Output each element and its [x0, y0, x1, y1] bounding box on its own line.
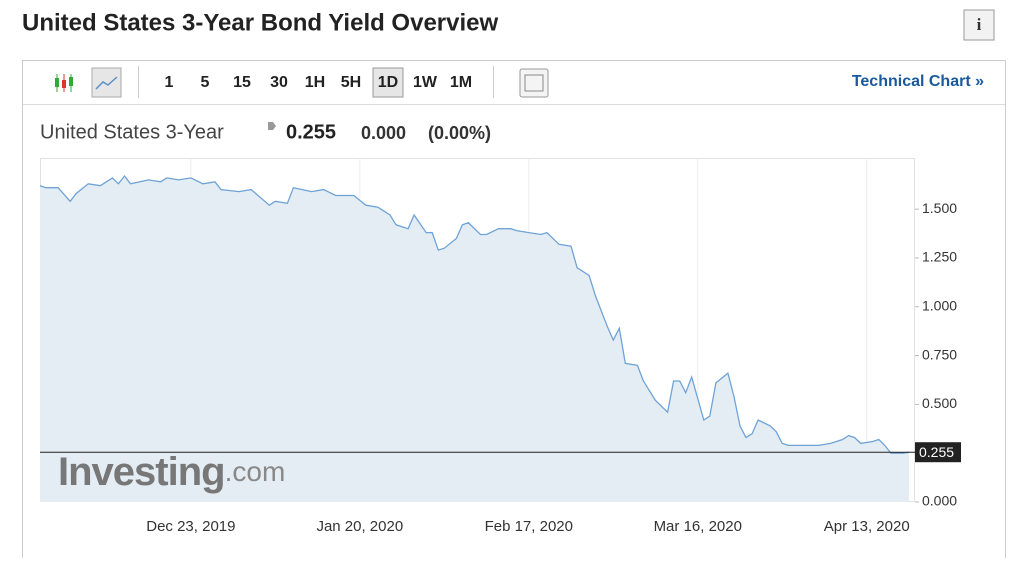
interval-button[interactable]: 5 — [201, 74, 210, 91]
watermark-brand: Investing — [58, 450, 225, 494]
x-tick-label: Dec 23, 2019 — [146, 518, 235, 535]
y-tick-label: 1.250 — [922, 249, 957, 265]
instrument-name: United States 3-Year — [40, 121, 224, 143]
current-value-box — [915, 442, 961, 463]
interval-button[interactable]: 30 — [270, 74, 288, 91]
y-tick-label: 1.000 — [922, 297, 957, 313]
technical-chart-link[interactable]: Technical Chart » — [852, 73, 984, 90]
y-tick-label: 1.500 — [922, 200, 957, 216]
interval-button[interactable]: 1W — [413, 74, 438, 91]
interval-button[interactable]: 1D — [378, 74, 398, 91]
info-button[interactable] — [963, 9, 995, 41]
watermark: Investing.com — [58, 450, 285, 494]
interval-button[interactable]: 15 — [233, 74, 251, 91]
quote-change-pct: (0.00%) — [428, 123, 491, 143]
quote-price: 0.255 — [286, 121, 336, 143]
x-tick-label: Apr 13, 2020 — [824, 518, 910, 535]
x-tick-label: Feb 17, 2020 — [485, 518, 573, 535]
y-tick-label: 0.500 — [922, 395, 957, 411]
interval-button[interactable]: 1 — [165, 74, 174, 91]
current-value-label: 0.255 — [919, 444, 954, 460]
interval-button[interactable]: 5H — [341, 74, 361, 91]
interval-group: 1 5 15 30 1H 5H 1D 1W 1M — [165, 67, 472, 98]
interval-button[interactable]: 1H — [305, 74, 325, 91]
line-icon — [95, 76, 118, 90]
y-tick-label: 0.750 — [922, 346, 957, 362]
quote-change: 0.000 — [361, 123, 406, 143]
line-button[interactable] — [91, 67, 122, 98]
page-title: United States 3-Year Bond Yield Overview — [22, 9, 499, 36]
area-fill — [40, 176, 909, 502]
plot: Dec 23, 2019 Jan 20, 2020 Feb 17, 2020 Mar … — [39, 158, 961, 535]
x-tick-label: Mar 16, 2020 — [654, 518, 742, 535]
candle-button[interactable] — [55, 74, 73, 92]
y-tick-label: 0.000 — [922, 493, 957, 509]
price-line — [39, 174, 910, 454]
arrow-icon — [268, 122, 276, 130]
layout-icon — [524, 74, 544, 92]
watermark-suffix: .com — [225, 456, 286, 487]
info-icon: i — [977, 15, 982, 34]
interval-active-bg — [372, 67, 404, 98]
layout-button[interactable] — [519, 68, 549, 98]
x-tick-label: Jan 20, 2020 — [316, 518, 403, 535]
interval-button[interactable]: 1M — [450, 74, 472, 91]
